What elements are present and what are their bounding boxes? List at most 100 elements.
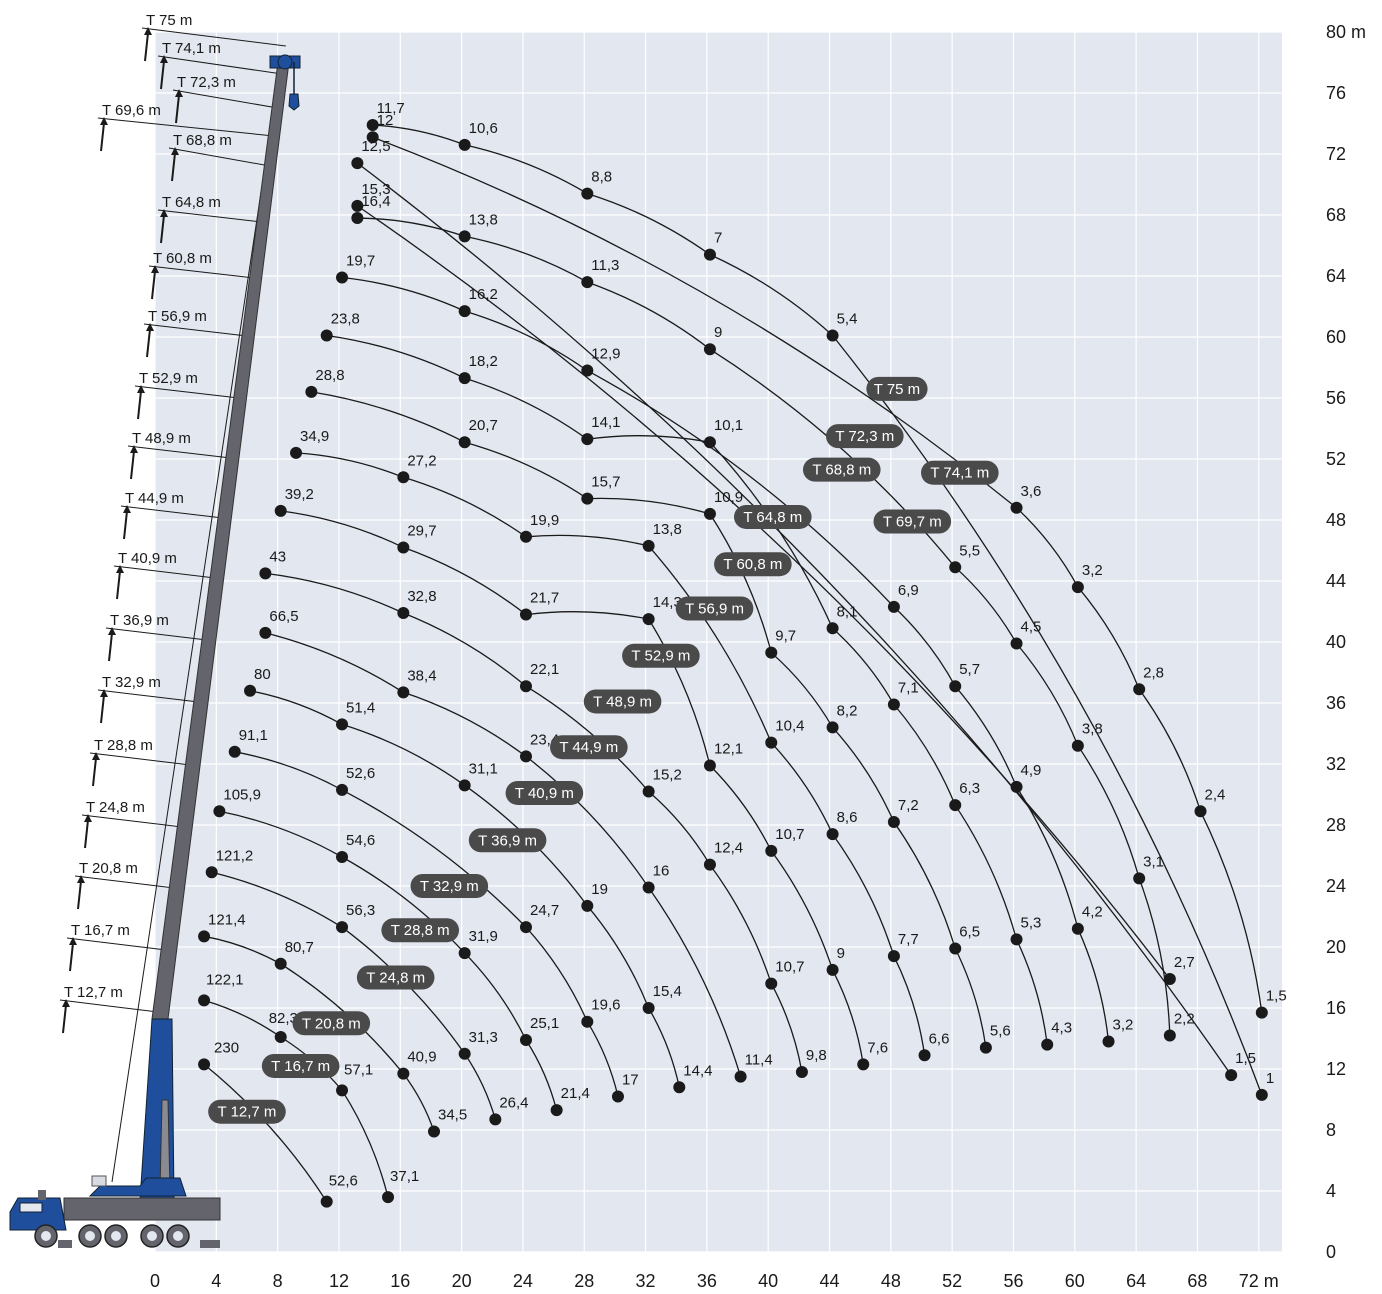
load-point (1071, 581, 1084, 594)
pill-t-74-1-m (921, 460, 999, 485)
boom-length-label-t-68-8-m: T 68,8 m (173, 132, 232, 149)
boom-length-label-t-74-1-m: T 74,1 m (162, 40, 221, 57)
load-point-label: 91,1 (239, 727, 268, 744)
wheel-hub (173, 1231, 183, 1241)
pill-t-20-8-m (292, 1011, 371, 1036)
load-point (336, 783, 349, 796)
boom-length-arrow (171, 152, 176, 182)
boom-length-arrowhead (100, 117, 108, 125)
boom-length-arrowhead (84, 814, 92, 822)
pill-label-t-56-9-m: T 56,9 m (685, 600, 744, 617)
load-point-label: 39,2 (285, 486, 314, 503)
y-tick-label: 32 (1326, 754, 1346, 774)
load-point (550, 1104, 563, 1117)
boom-length-leader (120, 505, 223, 519)
load-point-label: 3,1 (1143, 853, 1164, 870)
load-point-label: 7,1 (898, 680, 919, 697)
y-tick-label: 36 (1326, 693, 1346, 713)
load-point (458, 947, 471, 960)
load-curve-t-40-9-m (265, 632, 742, 1077)
load-point-label: 5,3 (1021, 914, 1042, 931)
y-tick-label: 64 (1326, 266, 1346, 286)
load-point (458, 305, 471, 318)
load-point (1133, 683, 1146, 696)
load-point-label: 9 (837, 945, 845, 962)
load-point-label: 19,7 (346, 253, 375, 270)
load-point-label: 31,9 (469, 928, 498, 945)
y-tick-label: 28 (1326, 815, 1346, 835)
x-tick-label: 36 (697, 1271, 717, 1291)
load-point-label: 3,2 (1113, 1017, 1134, 1034)
load-point-label: 80 (254, 666, 271, 683)
load-point-label: 32,8 (407, 588, 436, 605)
load-point (458, 436, 471, 449)
load-point (703, 343, 716, 356)
load-point-label: 34,9 (300, 428, 329, 445)
load-curve-t-72-3-m (356, 162, 1232, 1076)
boom-length-label-t-20-8-m: T 20,8 m (79, 860, 138, 877)
y-tick-label: 0 (1326, 1242, 1336, 1262)
load-point-label: 57,1 (344, 1061, 373, 1078)
pill-label-t-24-8-m: T 24,8 m (366, 970, 425, 987)
boom-length-label-t-56-9-m: T 56,9 m (148, 308, 207, 325)
boom-length-leader (97, 689, 199, 703)
boom-length-arrow (144, 32, 149, 62)
load-point (734, 1070, 747, 1083)
boom-length-arrow (151, 270, 156, 300)
load-point-label: 19,9 (530, 512, 559, 529)
load-curve-t-75-m (372, 124, 1263, 1096)
load-point (351, 212, 364, 225)
load-curve-t-64-8-m (341, 276, 1110, 1042)
boom-length-arrow (123, 510, 128, 540)
load-point-label: 6,9 (898, 582, 919, 599)
x-tick-label: 52 (942, 1271, 962, 1291)
load-point-label: 10,1 (714, 417, 743, 434)
boom-length-arrowhead (160, 55, 168, 63)
load-point (458, 372, 471, 385)
x-tick-label: 24 (513, 1271, 533, 1291)
load-point (519, 530, 532, 543)
load-point-label: 14,4 (683, 1062, 712, 1079)
y-tick-label: 40 (1326, 632, 1346, 652)
boom-length-label-t-72-3-m: T 72,3 m (177, 74, 236, 91)
pill-label-t-16-7-m: T 16,7 m (271, 1058, 330, 1075)
pill-t-32-9-m (410, 874, 489, 898)
boom-length-leader (134, 385, 239, 399)
load-curve-t-48-9-m (280, 510, 864, 1065)
load-point (428, 1125, 441, 1138)
load-point (1010, 933, 1023, 946)
wheel-hub (85, 1231, 95, 1241)
x-tick-label: 4 (211, 1271, 221, 1291)
boom-length-arrow (175, 94, 180, 124)
pill-t-12-7-m (208, 1099, 286, 1124)
y-tick-label: 68 (1326, 205, 1346, 225)
crane-outrigger-right (200, 1240, 220, 1248)
load-point (198, 1058, 211, 1071)
y-axis-ticks: 048121620242832364044485256606468727680 … (1326, 22, 1366, 1262)
pill-t-28-8-m (381, 918, 460, 943)
boom-length-arrow (108, 632, 113, 662)
load-point-label: 6,5 (959, 924, 980, 941)
y-tick-label: 8 (1326, 1120, 1336, 1140)
load-point (642, 539, 655, 552)
boom-length-leader (89, 752, 191, 766)
load-point-label: 7,6 (867, 1039, 888, 1056)
load-point-label: 12,1 (714, 741, 743, 758)
wheel-hub (41, 1231, 51, 1241)
load-point (397, 1067, 410, 1080)
load-point-label: 7,2 (898, 797, 919, 814)
boom-length-leader (59, 999, 158, 1013)
load-point (228, 745, 241, 758)
load-point-label: 38,4 (407, 667, 436, 684)
load-point-label: 1 (1266, 1070, 1274, 1087)
boom-length-leader (113, 565, 216, 579)
load-point (703, 248, 716, 261)
boom-length-arrowhead (116, 565, 124, 573)
load-point (336, 271, 349, 284)
load-point (351, 199, 364, 212)
pill-t-64-8-m (733, 504, 812, 529)
y-tick-label: 44 (1326, 571, 1346, 591)
load-point-label: 5,4 (837, 310, 858, 327)
boom-length-label-t-60-8-m: T 60,8 m (153, 250, 212, 267)
boom-length-label-t-12-7-m: T 12,7 m (64, 984, 123, 1001)
